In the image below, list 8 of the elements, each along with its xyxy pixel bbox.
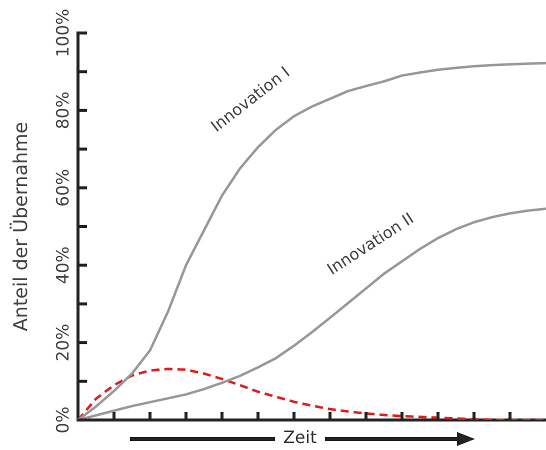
y-axis-title: Anteil der Übernahme [8,122,32,332]
x-axis-title: Zeit [275,428,325,448]
y-tick-label: 100% [53,8,74,58]
y-tick-label: 0% [53,406,74,434]
y-tick-label: 60% [53,168,74,207]
y-tick-label: 80% [53,92,74,130]
y-tick-label: 40% [53,246,74,284]
y-tick-label: 20% [53,324,74,362]
